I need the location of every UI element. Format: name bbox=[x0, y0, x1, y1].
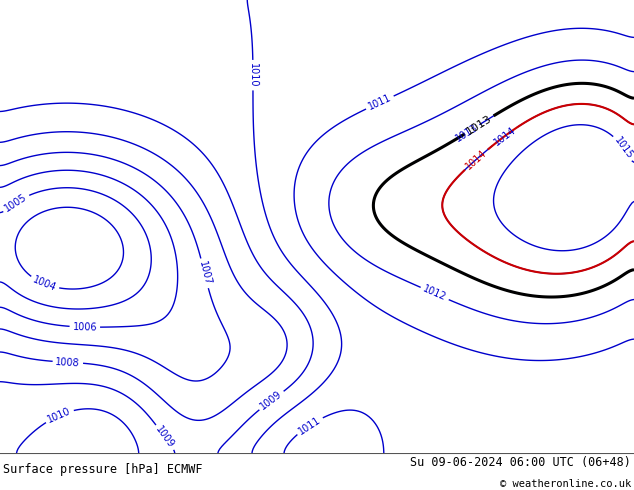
Text: 1009: 1009 bbox=[259, 389, 284, 412]
Text: 1004: 1004 bbox=[31, 274, 58, 293]
Text: 1010: 1010 bbox=[248, 63, 258, 87]
Text: 1011: 1011 bbox=[366, 93, 393, 112]
Text: 1008: 1008 bbox=[55, 357, 81, 368]
Text: 1011: 1011 bbox=[297, 415, 323, 436]
Text: 1013: 1013 bbox=[465, 113, 494, 137]
Text: 1005: 1005 bbox=[3, 192, 29, 214]
Text: © weatheronline.co.uk: © weatheronline.co.uk bbox=[500, 480, 631, 490]
Text: 1015: 1015 bbox=[612, 135, 634, 161]
Text: 1006: 1006 bbox=[72, 322, 97, 332]
Text: 1007: 1007 bbox=[197, 260, 212, 287]
Text: 1010: 1010 bbox=[46, 406, 73, 425]
Text: 1014: 1014 bbox=[463, 147, 489, 172]
Text: 1009: 1009 bbox=[154, 424, 176, 450]
Text: 1014: 1014 bbox=[492, 125, 517, 147]
Text: 1012: 1012 bbox=[422, 284, 448, 303]
Text: 1013: 1013 bbox=[453, 122, 479, 144]
Text: Surface pressure [hPa] ECMWF: Surface pressure [hPa] ECMWF bbox=[3, 463, 203, 476]
Text: Su 09-06-2024 06:00 UTC (06+48): Su 09-06-2024 06:00 UTC (06+48) bbox=[410, 456, 631, 469]
